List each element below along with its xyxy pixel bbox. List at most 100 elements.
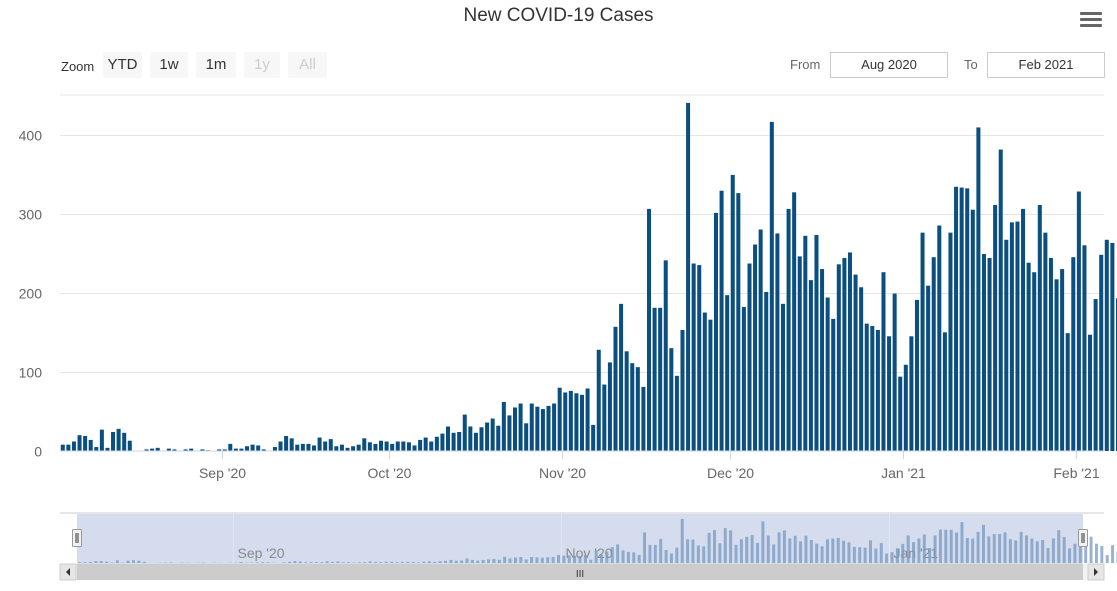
x-tick-label: Dec '20	[707, 465, 754, 481]
bar	[1076, 191, 1081, 451]
bar	[1009, 222, 1014, 451]
navigator-bar	[115, 560, 119, 563]
navigator-bar	[99, 561, 103, 563]
navigator[interactable]: Sep '20 Nov '20 Jan '21 III	[59, 512, 1117, 581]
navigator-bar	[331, 561, 335, 563]
bar	[501, 401, 506, 451]
bar	[1021, 208, 1026, 451]
bar	[373, 443, 378, 451]
navigator-bar	[944, 529, 948, 563]
bar	[412, 445, 417, 451]
bar	[596, 349, 601, 451]
arrow-left-icon	[66, 568, 70, 576]
bar	[485, 422, 490, 451]
navigator-bar	[78, 562, 82, 563]
bar	[200, 449, 205, 451]
navigator-bar	[1051, 538, 1055, 563]
navigator-bar	[745, 536, 749, 563]
navigator-bar	[825, 539, 829, 563]
navigator-bar	[540, 557, 544, 563]
navigator-right-handle[interactable]	[1078, 529, 1088, 547]
navigator-bar	[465, 558, 469, 563]
zoom-1y-button[interactable]: 1y	[244, 52, 280, 78]
scrollbar-thumb[interactable]	[77, 564, 1083, 580]
navigator-left-handle[interactable]	[72, 529, 82, 547]
bar	[691, 263, 696, 451]
navigator-bar	[799, 541, 803, 563]
navigator-bar	[298, 561, 302, 563]
bar	[579, 394, 585, 451]
navigator-bar	[524, 559, 528, 563]
navigator-bar	[917, 538, 921, 563]
range-to-input[interactable]: Feb 2021	[987, 52, 1105, 78]
bar	[646, 208, 651, 451]
navigator-bar	[357, 562, 361, 563]
hamburger-menu-icon[interactable]	[1080, 10, 1102, 30]
bar	[903, 364, 908, 451]
zoom-1w-button[interactable]: 1w	[150, 52, 188, 78]
bar	[111, 432, 116, 451]
bar	[669, 348, 674, 451]
bar	[351, 446, 356, 451]
navigator-bar	[852, 546, 856, 563]
navigator-bar	[288, 561, 291, 563]
bar	[697, 265, 702, 451]
navigator-bar	[1078, 538, 1082, 563]
navigator-bar	[1100, 546, 1104, 563]
navigator-bar	[530, 557, 534, 563]
bar	[831, 318, 836, 451]
bar	[1043, 232, 1048, 451]
bar	[278, 441, 283, 451]
zoom-all-button[interactable]: All	[288, 52, 327, 78]
bar	[284, 435, 289, 451]
bar	[1099, 254, 1104, 451]
navigator-bar	[368, 561, 372, 563]
navigator-selected-range[interactable]	[77, 514, 1083, 564]
bar	[60, 444, 65, 451]
bar	[384, 441, 389, 451]
zoom-ytd-button[interactable]: YTD	[103, 52, 142, 78]
bar	[513, 407, 518, 451]
navigator-bar	[132, 560, 135, 563]
bar	[881, 272, 886, 451]
navigator-bar	[1111, 545, 1115, 563]
navigator-bar	[411, 561, 415, 563]
navigator-bar	[535, 557, 539, 563]
navigator-bar	[1068, 548, 1072, 563]
navigator-bar	[1057, 530, 1061, 563]
navigator-tick-label: Jan '21	[894, 545, 939, 561]
bar	[83, 435, 88, 451]
zoom-1m-button[interactable]: 1m	[196, 52, 236, 78]
navigator-bar	[336, 561, 340, 563]
scrollbar-grip[interactable]: III	[576, 569, 584, 580]
bar	[713, 212, 718, 451]
bar	[1048, 257, 1053, 451]
navigator-bar	[481, 560, 485, 563]
bar	[183, 449, 188, 451]
bar	[362, 438, 367, 451]
navigator-bar	[906, 535, 910, 563]
navigator-bar	[390, 561, 394, 563]
bar	[339, 444, 344, 451]
bar	[820, 269, 825, 451]
navigator-bar	[729, 530, 733, 563]
bar	[261, 449, 266, 451]
y-tick-label: 400	[19, 128, 43, 144]
navigator-bar	[713, 530, 716, 563]
navigator-bar	[83, 562, 87, 563]
navigator-bar	[583, 555, 587, 563]
range-from-input[interactable]: Aug 2020	[830, 52, 948, 78]
y-tick-label: 200	[19, 286, 43, 302]
bar	[451, 432, 456, 451]
bar	[446, 426, 451, 451]
bar	[624, 351, 629, 451]
bar	[702, 312, 707, 451]
bar	[954, 186, 959, 451]
navigator-bar	[949, 529, 953, 563]
bar	[870, 326, 875, 451]
bar	[836, 264, 841, 451]
navigator-bar	[374, 561, 378, 563]
bar	[926, 285, 931, 451]
navigator-bar	[304, 562, 308, 563]
